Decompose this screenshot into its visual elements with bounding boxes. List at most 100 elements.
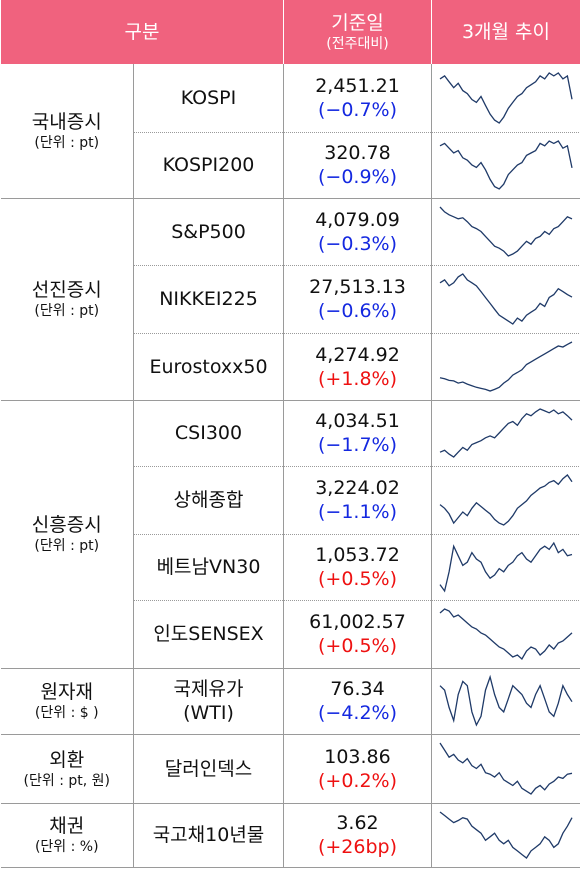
trend-line (439, 811, 573, 859)
base-value: 103.86 (324, 745, 391, 768)
table-row: NIKKEI225 27,513.13 (−0.6%) (1, 265, 580, 334)
value-cell: 2,451.21 (−0.7%) (283, 64, 432, 133)
weekly-change: (−1.1%) (317, 501, 397, 523)
trend-line (440, 408, 573, 458)
index-name: CSI300 (174, 422, 243, 444)
category-name: 원자재 (40, 681, 93, 703)
table-row: KOSPI200 320.78 (−0.9%) (1, 132, 580, 199)
base-value: 61,002.57 (309, 611, 406, 633)
header-base-date: 기준일 (전주대비) (283, 0, 432, 64)
index-name: S&P500 (171, 220, 246, 243)
weekly-change: (−0.6%) (317, 300, 397, 322)
table-row: 채권 (단위 : %) 국고채10년물 3.62 (+26bp) (0, 803, 580, 868)
trend-cell (431, 64, 580, 133)
weekly-change: (−0.9%) (317, 166, 397, 188)
index-name-cell: CSI300 (133, 400, 284, 467)
table-row: 인도SENSEX 61,002.57 (+0.5%) (1, 600, 580, 669)
trend-line (439, 541, 573, 593)
index-name: (WTI) (183, 702, 234, 724)
table-row: 원자재 (단위 : $ ) 국제유가 (WTI) 76.34 (−4.2%) (0, 668, 580, 735)
table-row: 상해종합 3,224.02 (−1.1%) (1, 466, 580, 535)
value-cell: 3.62 (+26bp) (283, 803, 432, 868)
value-cell: 27,513.13 (−0.6%) (283, 265, 432, 334)
category-cell: 신흥증시 (단위 : pt) (0, 400, 134, 669)
index-name: 인도SENSEX (153, 623, 264, 645)
trend-cell (431, 265, 580, 334)
trend-sparkline (439, 541, 573, 593)
weekly-change: (−1.7%) (317, 434, 397, 456)
index-name-cell: 상해종합 (133, 466, 284, 535)
index-name: KOSPI (180, 86, 237, 109)
trend-sparkline (439, 273, 573, 325)
trend-cell (431, 132, 580, 199)
trend-cell (431, 734, 580, 804)
trend-line (440, 341, 573, 392)
trend-sparkline (439, 742, 573, 795)
index-name: 달러인덱스 (164, 757, 253, 780)
category-name: 국내증시 (31, 110, 102, 133)
trend-cell (431, 668, 580, 735)
trend-sparkline (439, 71, 573, 124)
base-value: 3,224.02 (315, 477, 400, 499)
trend-cell (431, 400, 580, 467)
index-name-cell: 달러인덱스 (133, 734, 284, 804)
base-value: 2,451.21 (315, 74, 400, 97)
index-name: 베트남VN30 (156, 556, 261, 578)
base-value: 27,513.13 (309, 276, 406, 298)
base-value: 76.34 (330, 678, 385, 700)
trend-line (439, 674, 573, 727)
weekly-change: (+0.2%) (317, 769, 397, 792)
category-unit: (단위 : %) (34, 839, 99, 855)
index-name: 국제유가 (173, 678, 244, 700)
value-cell: 1,053.72 (+0.5%) (283, 534, 432, 601)
trend-line (439, 71, 573, 124)
category-cell: 채권 (단위 : %) (0, 803, 134, 868)
value-cell: 103.86 (+0.2%) (283, 734, 432, 804)
trend-cell (431, 333, 580, 401)
weekly-change: (−4.2%) (317, 702, 397, 724)
trend-line (439, 140, 573, 190)
base-value: 320.78 (324, 142, 391, 164)
table-row: 베트남VN30 1,053.72 (+0.5%) (1, 534, 580, 601)
table-row: 신흥증시 (단위 : pt) CSI300 4,034.51 (−1.7%) (0, 400, 580, 669)
category-unit: (단위 : pt, 원) (23, 772, 110, 789)
trend-sparkline (439, 474, 573, 526)
index-name-cell: KOSPI (133, 64, 284, 133)
trend-cell (431, 198, 580, 266)
category-name: 신흥증시 (31, 514, 102, 536)
table-row: 국내증시 (단위 : pt) KOSPI 2,451.21 (−0.7%) (0, 64, 580, 199)
index-name: Eurostoxx50 (149, 355, 268, 378)
trend-line (439, 273, 573, 325)
trend-cell (431, 803, 580, 868)
trend-line (439, 206, 573, 257)
base-value: 1,053.72 (315, 544, 400, 566)
trend-line (439, 608, 573, 661)
category-cell: 선진증시 (단위 : pt) (0, 198, 134, 401)
category-unit: (단위 : pt) (34, 303, 100, 319)
trend-sparkline (439, 811, 573, 859)
base-value: 4,274.92 (315, 343, 400, 366)
index-name: KOSPI200 (162, 154, 255, 176)
header-trend: 3개월 추이 (431, 0, 580, 64)
category-unit: (단위 : $ ) (34, 705, 99, 721)
trend-sparkline (439, 140, 573, 190)
index-name-cell: NIKKEI225 (133, 265, 284, 334)
weekly-change: (−0.7%) (317, 98, 397, 121)
value-cell: 61,002.57 (+0.5%) (283, 600, 432, 669)
weekly-change: (+1.8%) (317, 367, 397, 390)
trend-sparkline (440, 408, 573, 458)
category-name: 선진증시 (31, 279, 102, 301)
trend-cell (431, 534, 580, 601)
trend-cell (431, 600, 580, 669)
trend-sparkline (439, 608, 573, 661)
category-cell: 원자재 (단위 : $ ) (0, 668, 134, 735)
index-name: 상해종합 (173, 489, 244, 511)
category-cell: 국내증시 (단위 : pt) (0, 64, 134, 199)
trend-line (439, 474, 573, 526)
base-value: 4,034.51 (315, 410, 400, 432)
base-value: 3.62 (336, 812, 379, 834)
weekly-change: (+0.5%) (317, 568, 397, 590)
weekly-change: (+0.5%) (317, 635, 397, 657)
category-name: 채권 (49, 815, 85, 837)
